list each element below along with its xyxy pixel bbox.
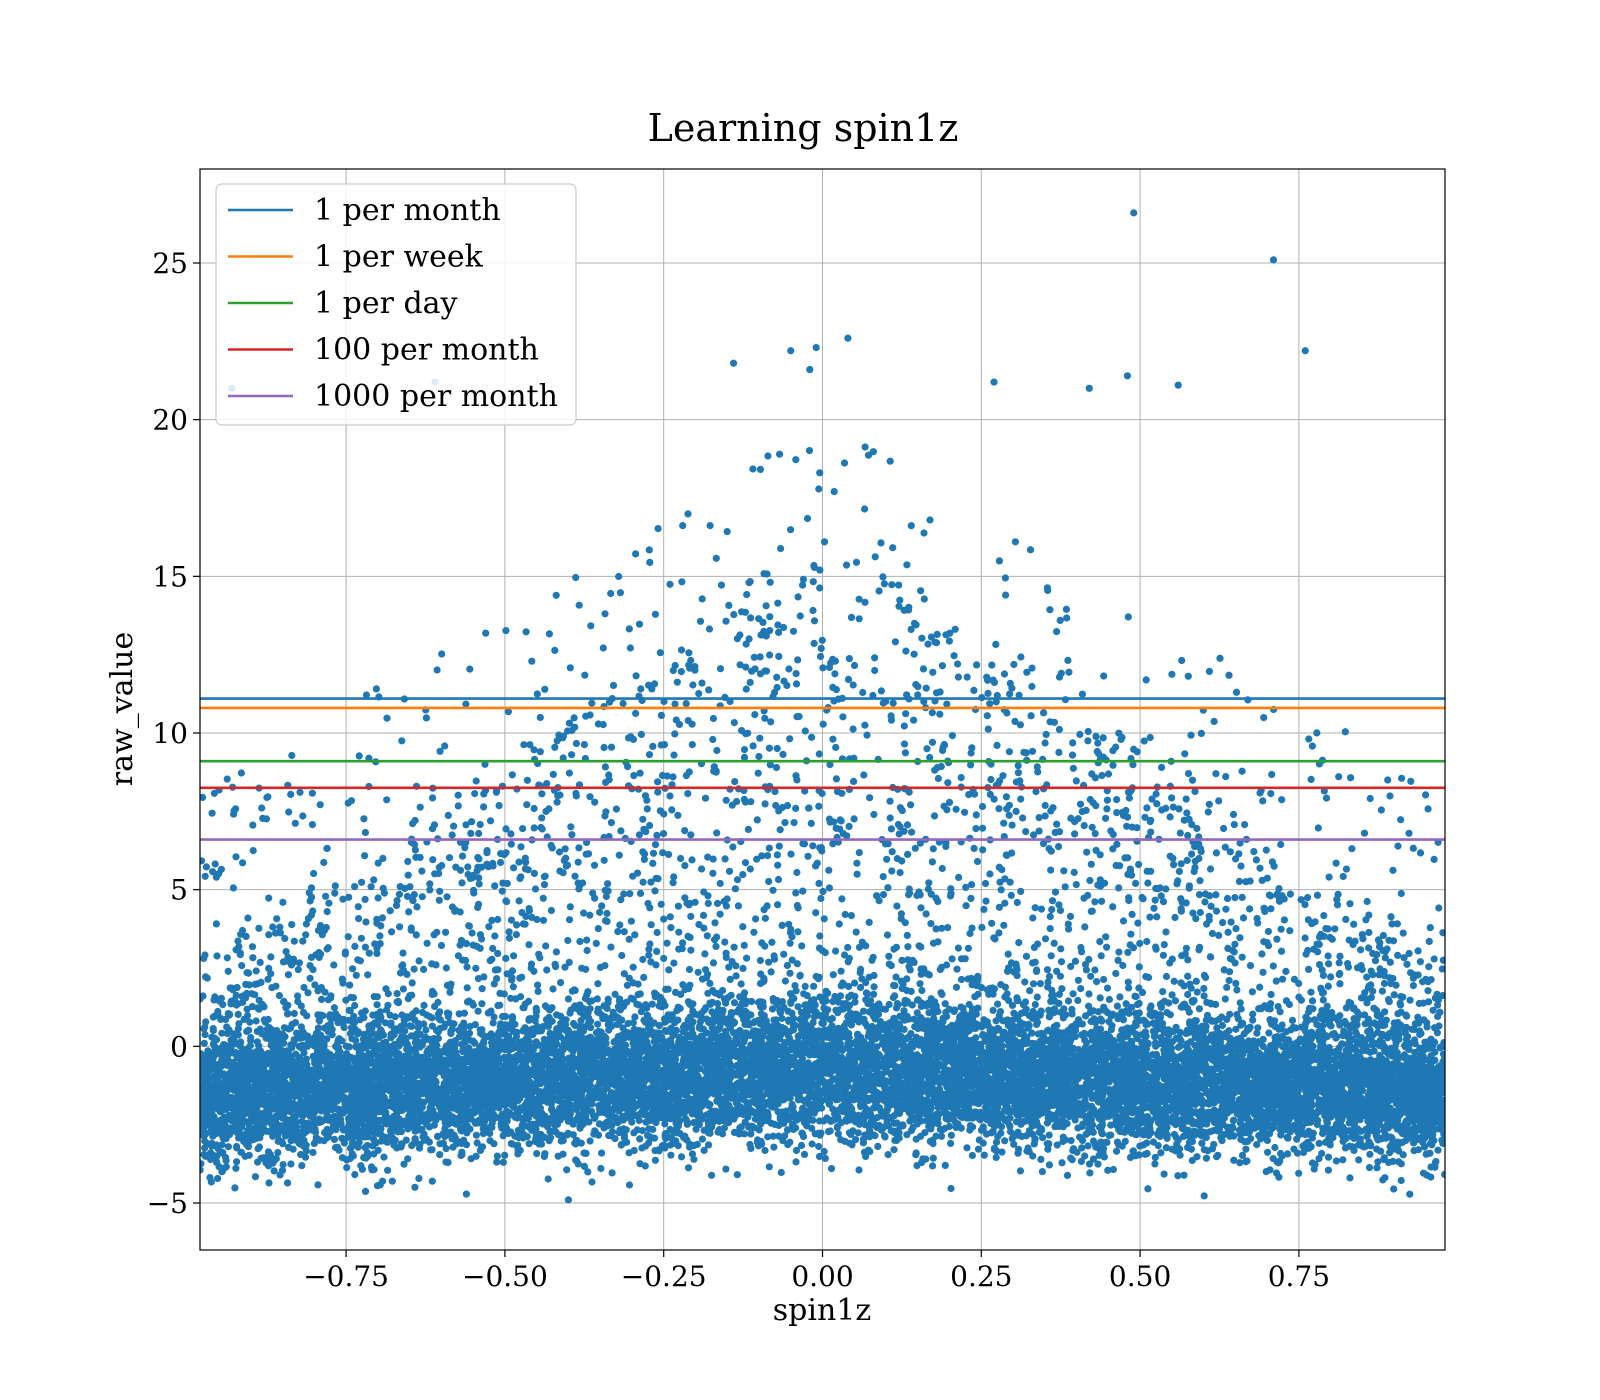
x-tick-label: 0.00 — [791, 1260, 853, 1293]
scatter-point — [1124, 372, 1131, 379]
x-tick-label: 0.50 — [1109, 1260, 1171, 1293]
y-tick-label: 5 — [170, 874, 188, 907]
legend-label: 1 per month — [314, 193, 501, 228]
scatter-point — [844, 335, 851, 342]
scatter-point — [806, 366, 813, 373]
x-tick-label: −0.25 — [621, 1260, 707, 1293]
scatter-point — [787, 347, 794, 354]
y-axis-label: raw_value — [105, 632, 140, 786]
y-tick-label: 20 — [152, 404, 188, 437]
x-tick-label: −0.50 — [462, 1260, 548, 1293]
scatter-point — [730, 360, 737, 367]
x-tick-label: 0.75 — [1268, 1260, 1330, 1293]
x-axis-label: spin1z — [773, 1293, 871, 1328]
scatter-point — [1270, 256, 1277, 263]
legend-label: 100 per month — [314, 333, 539, 368]
scatter-point — [990, 378, 997, 385]
scatter-point — [565, 1196, 572, 1203]
x-tick-label: 0.25 — [950, 1260, 1012, 1293]
legend-label: 1 per day — [314, 286, 458, 321]
scatter-point — [1086, 385, 1093, 392]
y-tick-label: −5 — [147, 1187, 188, 1220]
y-tick-label: 0 — [170, 1030, 188, 1063]
legend-label: 1 per week — [314, 240, 484, 275]
x-tick-label: −0.75 — [303, 1260, 389, 1293]
scatter-point — [813, 344, 820, 351]
chart-title: Learning spin1z — [648, 106, 959, 150]
y-tick-label: 10 — [152, 717, 188, 750]
legend-label: 1000 per month — [314, 379, 558, 414]
y-tick-label: 15 — [152, 560, 188, 593]
y-tick-label: 25 — [152, 247, 188, 280]
scatter-point — [1302, 347, 1309, 354]
scatter-point — [1175, 382, 1182, 389]
scatter-point — [1130, 209, 1137, 216]
legend: 1 per month 1 per week 1 per day 100 per mo… — [216, 184, 576, 425]
